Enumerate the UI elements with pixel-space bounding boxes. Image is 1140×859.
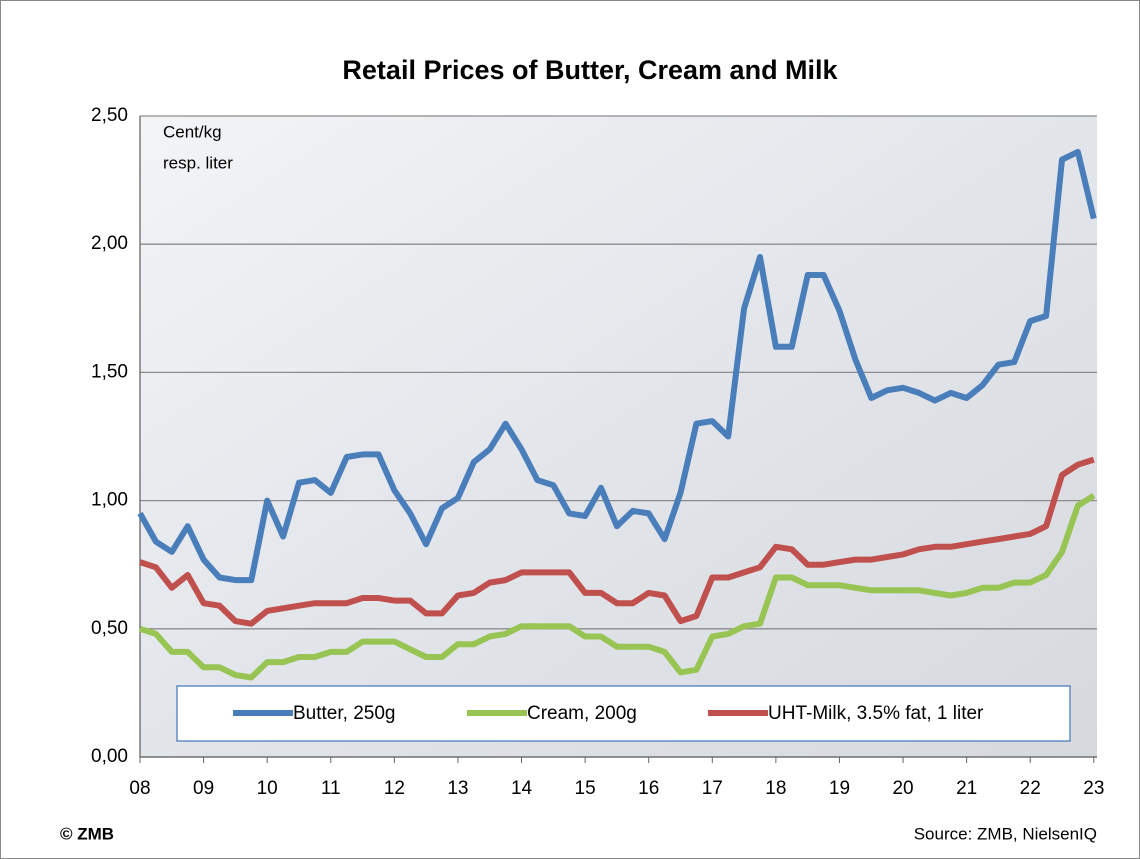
x-tick-label: 15: [575, 778, 596, 799]
series-line: [139, 456, 1095, 627]
x-tick-label: 19: [829, 778, 850, 799]
plot-area: [140, 116, 1097, 757]
y-tick-label: 0,50: [91, 618, 128, 639]
x-tick-label: 13: [447, 778, 468, 799]
x-tick-label: 09: [193, 778, 214, 799]
x-tick-label: 16: [638, 778, 659, 799]
unit-label: resp. liter: [163, 153, 233, 172]
source: Source: ZMB, NielsenIQ: [914, 824, 1097, 843]
x-tick-label: 20: [892, 778, 913, 799]
series-line: [137, 148, 1097, 584]
y-tick-label: 1,50: [91, 361, 128, 382]
x-tick-label: 08: [129, 778, 150, 799]
x-tick-label: 12: [384, 778, 405, 799]
x-tick-label: 10: [257, 778, 278, 799]
x-tick-label: 23: [1083, 778, 1104, 799]
legend-label: Butter, 250g: [293, 703, 395, 724]
x-tick-label: 17: [702, 778, 723, 799]
legend-box: [176, 685, 1071, 742]
series-line: [139, 492, 1096, 681]
legend-label: UHT-Milk, 3.5% fat, 1 liter: [768, 703, 984, 724]
y-tick-label: 1,00: [91, 490, 128, 511]
copyright: © ZMB: [60, 824, 114, 843]
chart-title: Retail Prices of Butter, Cream and Milk: [342, 55, 838, 85]
y-tick-label: 2,50: [91, 105, 128, 126]
unit-label: Cent/kg: [163, 122, 222, 141]
y-tick-label: 2,00: [91, 233, 128, 254]
legend-label: Cream, 200g: [527, 703, 637, 724]
x-tick-label: 21: [956, 778, 977, 799]
x-tick-label: 18: [765, 778, 786, 799]
x-tick-label: 14: [511, 778, 533, 799]
x-tick-label: 22: [1020, 778, 1041, 799]
x-tick-label: 11: [321, 778, 341, 799]
y-tick-label: 0,00: [91, 746, 128, 767]
